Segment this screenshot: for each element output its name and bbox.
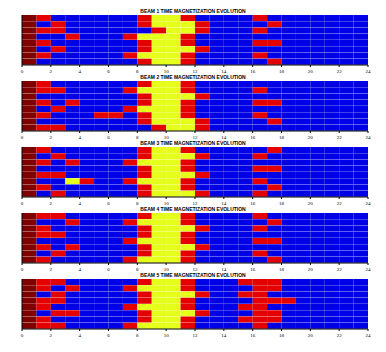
svg-text:2: 2 [50,135,53,140]
svg-text:0: 0 [21,267,24,272]
svg-text:14: 14 [221,135,227,140]
svg-text:8: 8 [136,135,139,140]
svg-text:6: 6 [107,201,110,206]
svg-text:24: 24 [366,135,372,140]
svg-text:12: 12 [193,333,199,338]
svg-text:12: 12 [193,135,199,140]
svg-text:10: 10 [164,267,170,272]
svg-text:16: 16 [250,333,256,338]
html-text:BEAM 1 TIME MAGNETIZATION EVOL: BEAM 1 TIME MAGNETIZATION EVOLUTION [140,8,246,14]
svg-text:6: 6 [107,333,110,338]
svg-text:18: 18 [279,201,285,206]
svg-text:2: 2 [50,267,53,272]
svg-text:18: 18 [279,333,285,338]
html-text:BEAM 2 TIME MAGNETIZATION EVOL: BEAM 2 TIME MAGNETIZATION EVOLUTION [140,74,246,80]
svg-text:22: 22 [337,69,343,74]
svg-text:2: 2 [50,69,53,74]
svg-text:12: 12 [193,267,199,272]
svg-text:24: 24 [366,267,372,272]
svg-text:20: 20 [308,69,314,74]
html-text:BEAM 3 TIME MAGNETIZATION EVOL: BEAM 3 TIME MAGNETIZATION EVOLUTION [140,140,246,146]
svg-text:0: 0 [21,201,24,206]
svg-text:2: 2 [50,201,53,206]
svg-text:10: 10 [164,201,170,206]
svg-text:4: 4 [78,201,81,206]
html-text:BEAM 4 TIME MAGNETIZATION EVOL: BEAM 4 TIME MAGNETIZATION EVOLUTION [140,206,246,212]
svg-text:14: 14 [221,267,227,272]
svg-text:8: 8 [136,267,139,272]
svg-text:8: 8 [136,69,139,74]
svg-text:4: 4 [78,135,81,140]
svg-text:10: 10 [164,135,170,140]
html-text:BEAM 5 TIME MAGNETIZATION EVOL: BEAM 5 TIME MAGNETIZATION EVOLUTION [140,272,246,278]
svg-text:18: 18 [279,69,285,74]
svg-text:8: 8 [136,333,139,338]
svg-text:22: 22 [337,267,343,272]
svg-text:24: 24 [366,333,372,338]
svg-text:16: 16 [250,135,256,140]
svg-text:22: 22 [337,201,343,206]
svg-text:20: 20 [308,267,314,272]
svg-text:8: 8 [136,201,139,206]
svg-text:2: 2 [50,333,53,338]
svg-text:10: 10 [164,333,170,338]
svg-text:0: 0 [21,135,24,140]
svg-text:20: 20 [308,201,314,206]
svg-text:20: 20 [308,333,314,338]
svg-text:16: 16 [250,267,256,272]
svg-text:14: 14 [221,69,227,74]
svg-text:18: 18 [279,267,285,272]
svg-text:0: 0 [21,69,24,74]
svg-text:0: 0 [21,333,24,338]
svg-text:14: 14 [221,333,227,338]
svg-text:6: 6 [107,267,110,272]
svg-text:12: 12 [193,201,199,206]
svg-text:22: 22 [337,135,343,140]
svg-text:4: 4 [78,267,81,272]
svg-text:22: 22 [337,333,343,338]
svg-text:6: 6 [107,135,110,140]
svg-text:4: 4 [78,333,81,338]
svg-text:16: 16 [250,201,256,206]
svg-text:24: 24 [366,69,372,74]
svg-text:6: 6 [107,69,110,74]
svg-text:16: 16 [250,69,256,74]
svg-text:20: 20 [308,135,314,140]
svg-text:12: 12 [193,69,199,74]
svg-text:14: 14 [221,201,227,206]
svg-text:4: 4 [78,69,81,74]
svg-text:18: 18 [279,135,285,140]
svg-text:24: 24 [366,201,372,206]
svg-text:10: 10 [164,69,170,74]
